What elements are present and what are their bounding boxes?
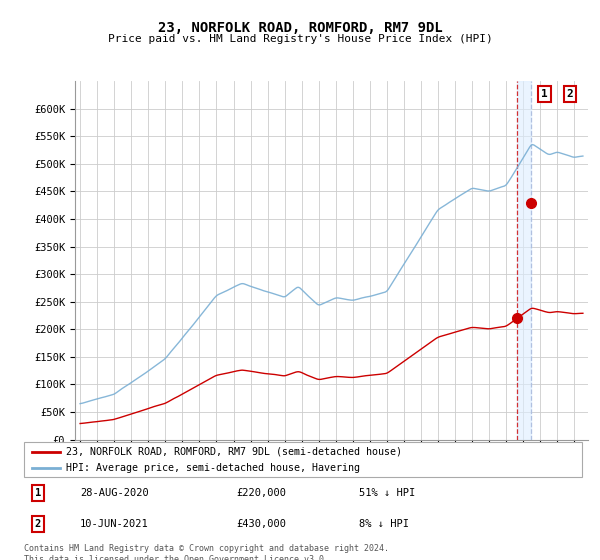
Text: 1: 1: [541, 89, 548, 99]
Text: 2: 2: [566, 89, 574, 99]
Text: £220,000: £220,000: [236, 488, 286, 498]
FancyBboxPatch shape: [24, 442, 582, 477]
Text: £430,000: £430,000: [236, 519, 286, 529]
Text: Contains HM Land Registry data © Crown copyright and database right 2024.
This d: Contains HM Land Registry data © Crown c…: [24, 544, 389, 560]
Text: Price paid vs. HM Land Registry's House Price Index (HPI): Price paid vs. HM Land Registry's House …: [107, 34, 493, 44]
Text: HPI: Average price, semi-detached house, Havering: HPI: Average price, semi-detached house,…: [66, 464, 360, 473]
Text: 51% ↓ HPI: 51% ↓ HPI: [359, 488, 415, 498]
Text: 28-AUG-2020: 28-AUG-2020: [80, 488, 149, 498]
Text: 8% ↓ HPI: 8% ↓ HPI: [359, 519, 409, 529]
Text: 2: 2: [35, 519, 41, 529]
Bar: [517, 81, 531, 440]
Text: 1: 1: [35, 488, 41, 498]
Text: 23, NORFOLK ROAD, ROMFORD, RM7 9DL: 23, NORFOLK ROAD, ROMFORD, RM7 9DL: [158, 21, 442, 35]
Text: 23, NORFOLK ROAD, ROMFORD, RM7 9DL (semi-detached house): 23, NORFOLK ROAD, ROMFORD, RM7 9DL (semi…: [66, 447, 402, 457]
Text: 10-JUN-2021: 10-JUN-2021: [80, 519, 149, 529]
